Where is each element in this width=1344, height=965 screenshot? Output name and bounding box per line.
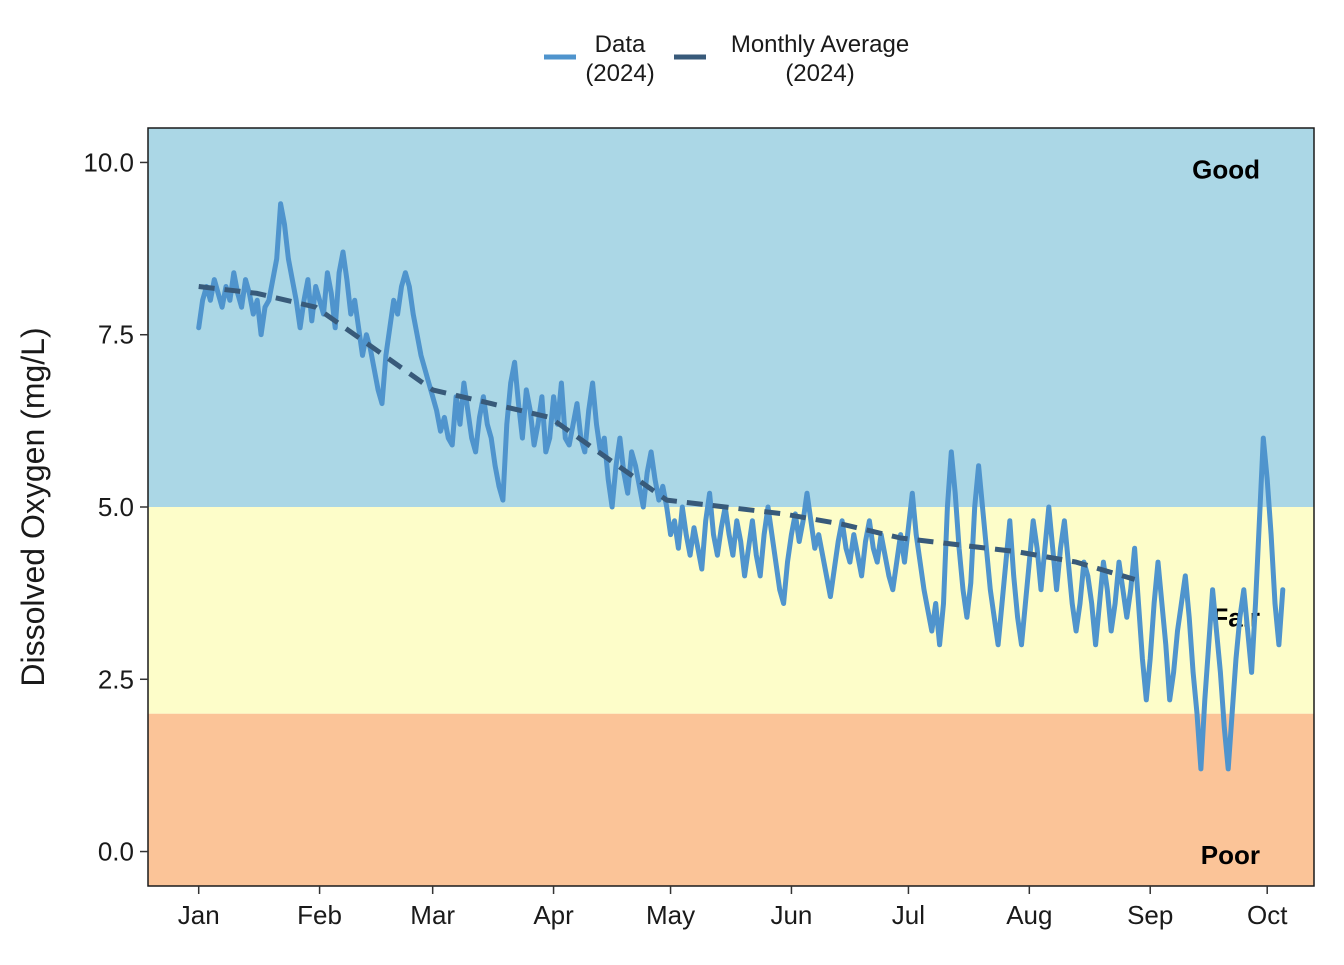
x-tick-label: May	[646, 900, 695, 930]
monthly-average-line	[198, 284, 1136, 582]
zone-label-good: Good	[1192, 154, 1260, 184]
x-tick-label: Jul	[892, 900, 925, 930]
y-tick-label: 5.0	[98, 492, 134, 522]
y-tick-label: 0.0	[98, 837, 134, 867]
x-tick-label: Apr	[533, 900, 574, 930]
y-tick-label: 7.5	[98, 320, 134, 350]
x-tick-label: Jun	[770, 900, 812, 930]
x-tick-label: Sep	[1127, 900, 1173, 930]
zone-band-poor	[148, 713, 1314, 886]
zone-band-good	[148, 128, 1314, 507]
y-tick-label: 2.5	[98, 664, 134, 694]
legend-item-monthly-average-label: (2024)	[785, 60, 854, 87]
legend-item-data-label: (2024)	[585, 60, 654, 87]
y-axis-title: Dissolved Oxygen (mg/L)	[15, 327, 51, 686]
x-tick-label: Feb	[297, 900, 342, 930]
zone-label-poor: Poor	[1201, 840, 1260, 870]
data-series-line	[196, 201, 1286, 772]
x-tick-label: Jan	[178, 900, 220, 930]
x-tick-label: Oct	[1247, 900, 1288, 930]
legend-item-monthly-average-label: Monthly Average	[731, 31, 909, 58]
legend-item-data-label: Data	[595, 31, 646, 58]
x-tick-label: Aug	[1006, 900, 1052, 930]
y-tick-label: 10.0	[83, 147, 134, 177]
x-tick-label: Mar	[410, 900, 455, 930]
